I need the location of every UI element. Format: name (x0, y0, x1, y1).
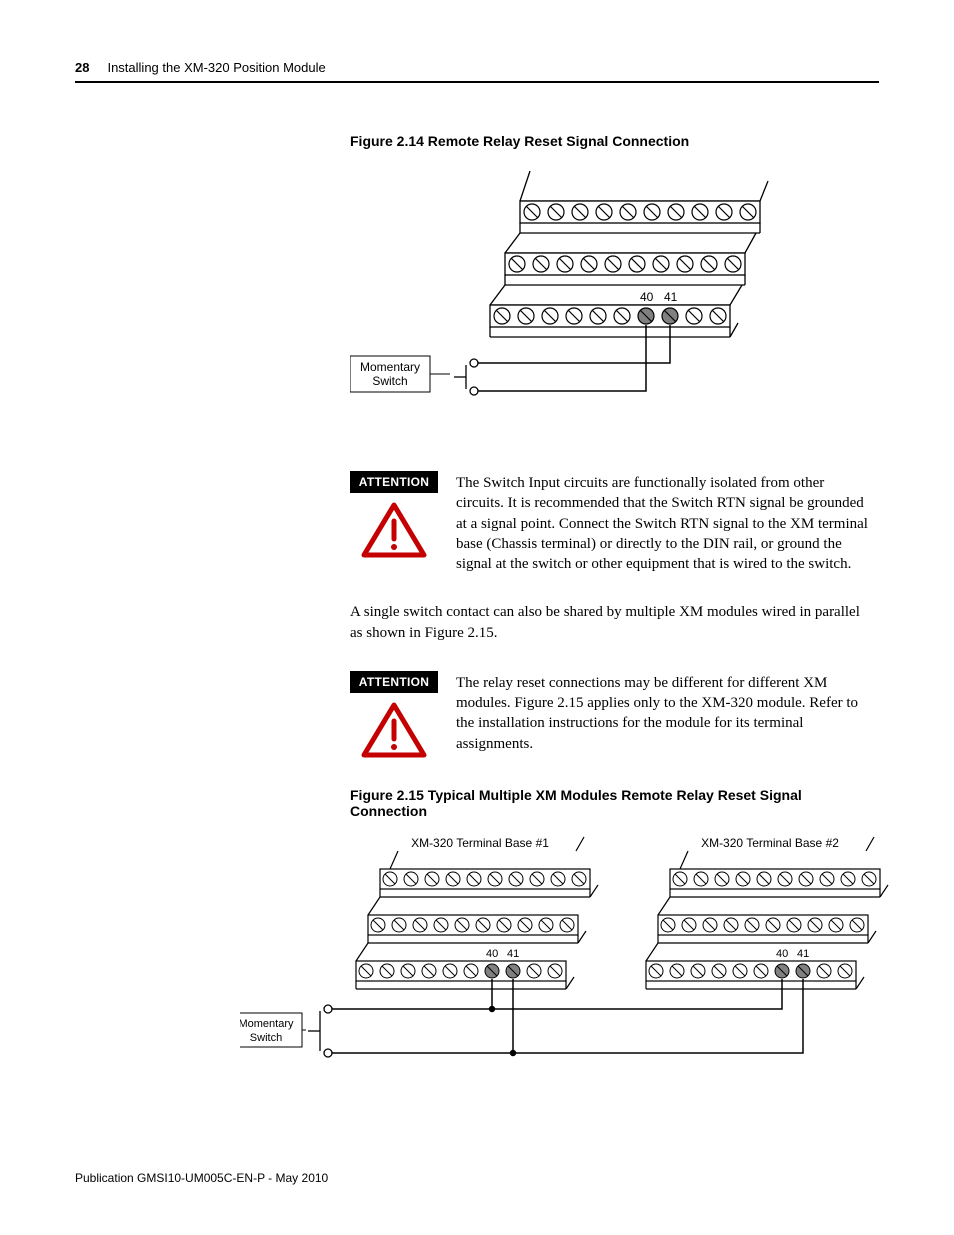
running-header: 28 Installing the XM-320 Position Module (75, 60, 879, 83)
switch-label-2: Switch (372, 374, 407, 388)
pin-41-label: 41 (797, 948, 809, 960)
pin-41-label: 41 (507, 948, 519, 960)
attention-badge: ATTENTION (350, 471, 438, 574)
warning-triangle-icon (360, 701, 428, 759)
attention-2-text: The relay reset connections may be diffe… (456, 671, 870, 759)
body-para-1: A single switch contact can also be shar… (350, 602, 870, 643)
pin-41-label: 41 (664, 290, 678, 304)
switch-label-1: Momentary (360, 360, 420, 374)
base-2-label: XM-320 Terminal Base #2 (701, 836, 839, 850)
pin-40-label: 40 (640, 290, 654, 304)
figure-2-diagram: XM-320 Terminal Base #1 (240, 831, 954, 1101)
content-column: Figure 2.14 Remote Relay Reset Signal Co… (350, 133, 870, 1101)
base-1-label: XM-320 Terminal Base #1 (411, 836, 549, 850)
attention-1-text: The Switch Input circuits are functional… (456, 471, 870, 574)
attention-label: ATTENTION (350, 471, 438, 493)
pin-40-label: 40 (486, 948, 498, 960)
attention-block-2: ATTENTION The relay reset connections ma… (350, 671, 870, 759)
attention-badge: ATTENTION (350, 671, 438, 759)
figure-1-diagram: 40 41 Momentary Switch (350, 161, 870, 421)
switch-label-1: Momentary (240, 1018, 294, 1030)
figure-2-caption: Figure 2.15 Typical Multiple XM Modules … (350, 787, 870, 819)
publication-footer: Publication GMSI10-UM005C-EN-P - May 201… (75, 1171, 328, 1185)
warning-triangle-icon (360, 501, 428, 559)
attention-label: ATTENTION (350, 671, 438, 693)
page: 28 Installing the XM-320 Position Module… (0, 0, 954, 1235)
figure-1-caption: Figure 2.14 Remote Relay Reset Signal Co… (350, 133, 870, 149)
attention-block-1: ATTENTION The Switch Input circuits are … (350, 471, 870, 574)
switch-label-2: Switch (250, 1032, 282, 1044)
pin-40-label: 40 (776, 948, 788, 960)
page-number: 28 (75, 60, 89, 75)
chapter-title: Installing the XM-320 Position Module (107, 60, 325, 75)
